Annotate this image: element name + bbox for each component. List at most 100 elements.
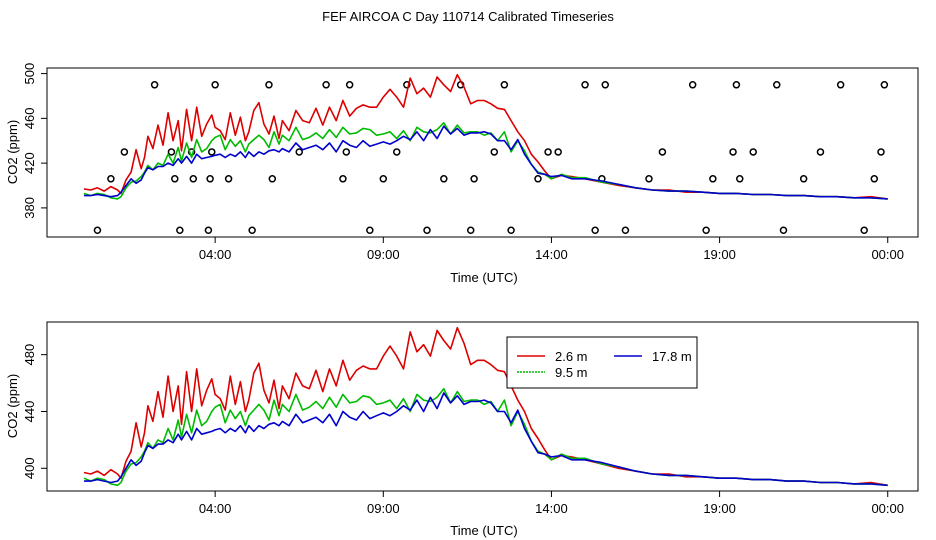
scatter-point xyxy=(440,175,448,183)
scatter-point xyxy=(736,175,744,183)
scatter-point xyxy=(877,148,885,156)
x-tick-label: 14:00 xyxy=(535,247,568,262)
series-line-17-8-m xyxy=(84,392,888,487)
scatter-point xyxy=(342,148,351,156)
scatter-point xyxy=(345,81,354,89)
y-axis-label: CO2 (ppm) xyxy=(5,120,20,184)
scatter-point xyxy=(836,81,845,89)
x-tick-label: 19:00 xyxy=(703,501,736,516)
scatter-point xyxy=(295,148,303,156)
legend-label-17-8m: 17.8 m xyxy=(652,349,692,364)
scatter-point xyxy=(171,175,179,183)
scatter-point xyxy=(749,148,757,156)
scatter-point xyxy=(470,175,478,183)
scatter-point xyxy=(423,226,431,235)
scatter-points xyxy=(93,81,889,235)
scatter-point xyxy=(880,81,889,89)
x-axis: 04:00 09:00 14:00 19:00 00:00 xyxy=(199,236,904,262)
scatter-point xyxy=(248,226,256,235)
scatter-point xyxy=(816,148,825,156)
legend-label-9-5m: 9.5 m xyxy=(555,365,588,380)
x-axis: 04:00 09:00 14:00 19:00 00:00 xyxy=(199,490,904,516)
x-tick-label: 00:00 xyxy=(871,501,904,516)
scatter-point xyxy=(702,226,710,235)
bottom-panel: 04:00 09:00 14:00 19:00 00:00 400 440 480 Time… xyxy=(5,321,919,538)
y-tick-label: 500 xyxy=(22,63,37,85)
scatter-point xyxy=(799,175,808,183)
scatter-point xyxy=(601,81,609,89)
x-tick-label: 09:00 xyxy=(367,501,400,516)
scatter-point xyxy=(379,175,388,183)
y-axis-label: CO2 (ppm) xyxy=(5,374,20,438)
scatter-point xyxy=(490,148,499,156)
series-lines xyxy=(83,326,888,487)
scatter-point xyxy=(581,81,589,89)
scatter-point xyxy=(621,226,630,235)
scatter-point xyxy=(224,175,233,183)
scatter-point xyxy=(773,81,781,89)
series-line-2-6-m xyxy=(83,326,888,487)
scatter-point xyxy=(107,175,115,183)
y-tick-label: 480 xyxy=(22,344,37,366)
scatter-point xyxy=(208,148,216,156)
scatter-point xyxy=(150,81,159,89)
scatter-point xyxy=(322,81,330,89)
series-lines xyxy=(83,73,888,200)
scatter-point xyxy=(204,226,213,235)
scatter-point xyxy=(645,175,653,183)
legend-box xyxy=(506,336,698,389)
series-line-9-5-m xyxy=(83,387,888,487)
y-axis: 400 440 480 xyxy=(22,344,48,479)
figure-title: FEF AIRCOA C Day 110714 Calibrated Times… xyxy=(322,9,614,24)
plot-frame xyxy=(46,321,919,492)
y-tick-label: 420 xyxy=(22,152,37,174)
x-axis-label: Time (UTC) xyxy=(450,523,517,538)
scatter-point xyxy=(392,148,401,156)
scatter-point xyxy=(500,81,509,89)
scatter-point xyxy=(709,175,717,183)
x-tick-label: 04:00 xyxy=(199,247,232,262)
y-tick-label: 460 xyxy=(22,108,37,130)
scatter-point xyxy=(93,226,102,235)
legend: 2.6 m 17.8 m 9.5 m xyxy=(506,336,698,389)
scatter-point xyxy=(658,148,667,156)
scatter-point xyxy=(268,175,277,183)
scatter-point xyxy=(688,81,697,89)
scatter-point xyxy=(211,81,219,89)
y-tick-label: 380 xyxy=(22,197,37,219)
scatter-point xyxy=(870,175,879,183)
scatter-point xyxy=(339,175,347,183)
scatter-point xyxy=(120,148,129,156)
scatter-point xyxy=(265,81,273,89)
scatter-point xyxy=(534,175,542,183)
scatter-point xyxy=(189,175,198,183)
scatter-point xyxy=(167,148,176,156)
scatter-point xyxy=(779,226,788,235)
x-tick-label: 04:00 xyxy=(199,501,232,516)
scatter-point xyxy=(860,226,868,235)
series-line-9-5-m xyxy=(83,122,888,200)
scatter-point xyxy=(403,81,411,89)
scatter-point xyxy=(176,226,184,235)
scatter-point xyxy=(466,226,475,235)
x-tick-label: 00:00 xyxy=(871,247,904,262)
y-tick-label: 440 xyxy=(22,401,37,423)
top-panel: 04:00 09:00 14:00 19:00 00:00 380 420 460 500 T… xyxy=(5,63,919,285)
series-line-17-8-m xyxy=(84,125,888,200)
scatter-point xyxy=(206,175,214,183)
y-tick-label: 400 xyxy=(22,457,37,479)
scatter-point xyxy=(554,148,562,156)
plot-frame xyxy=(46,67,919,238)
x-tick-label: 19:00 xyxy=(703,247,736,262)
scatter-point xyxy=(366,226,374,235)
scatter-point xyxy=(591,226,599,235)
legend-label-2-6m: 2.6 m xyxy=(555,349,588,364)
y-axis: 380 420 460 500 xyxy=(22,63,48,219)
x-tick-label: 09:00 xyxy=(367,247,400,262)
scatter-point xyxy=(729,148,737,156)
scatter-point xyxy=(507,226,515,235)
x-axis-label: Time (UTC) xyxy=(450,270,517,285)
scatter-point xyxy=(544,148,552,156)
scatter-point xyxy=(732,81,741,89)
